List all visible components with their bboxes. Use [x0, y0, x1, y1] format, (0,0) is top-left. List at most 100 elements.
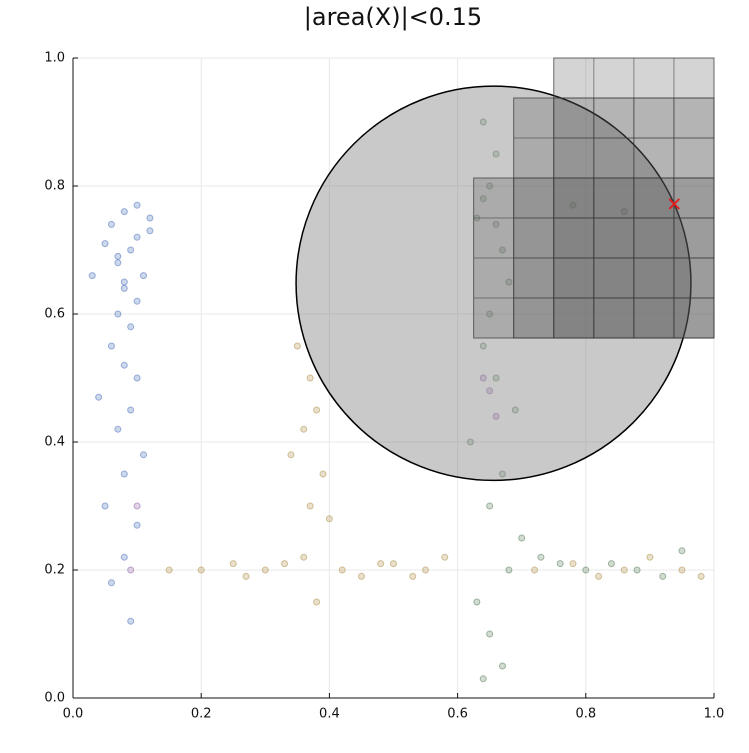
y-tick-label: 1.0 [44, 51, 65, 66]
scatter-point [569, 560, 577, 568]
scatter-point [300, 553, 308, 561]
scatter-point [620, 208, 628, 216]
scatter-point [306, 374, 314, 382]
scatter-point [107, 342, 115, 350]
scatter-point [633, 566, 641, 574]
scatter-point [607, 560, 615, 568]
scatter-point [595, 572, 603, 580]
scatter-point [127, 323, 135, 331]
scatter-point [107, 220, 115, 228]
scatter-point [95, 393, 103, 401]
scatter-point [325, 515, 333, 523]
scatter-point [133, 521, 141, 529]
scatter-point [473, 598, 481, 606]
scatter-point [133, 502, 141, 510]
scatter-point [620, 566, 628, 574]
scatter-point [498, 662, 506, 670]
scatter-point [479, 675, 487, 683]
y-tick-label: 0.0 [44, 691, 65, 706]
scatter-point [498, 470, 506, 478]
scatter-point [518, 534, 526, 542]
x-tick-label: 0.4 [319, 707, 340, 722]
scatter-point [678, 566, 686, 574]
scatter-point [486, 310, 494, 318]
scatter-point [120, 470, 128, 478]
scatter-point [409, 572, 417, 580]
scatter-point [127, 246, 135, 254]
scatter-point [492, 412, 500, 420]
scatter-point [114, 425, 122, 433]
y-tick-label: 0.6 [44, 307, 65, 322]
scatter-point [697, 572, 705, 580]
scatter-point [582, 566, 590, 574]
scatter-point [441, 553, 449, 561]
y-tick-label: 0.2 [44, 563, 65, 578]
scatter-point [261, 566, 269, 574]
scatter-point [293, 342, 301, 350]
scatter-point [486, 502, 494, 510]
scatter-point [133, 297, 141, 305]
scatter-point [242, 572, 250, 580]
scatter-point [492, 374, 500, 382]
scatter-point [313, 598, 321, 606]
marker [668, 198, 680, 210]
scatter-point [492, 150, 500, 158]
scatter-point [229, 560, 237, 568]
x-tick-label: 0.2 [191, 707, 212, 722]
scatter-point [120, 361, 128, 369]
scatter-point [287, 451, 295, 459]
scatter-point [422, 566, 430, 574]
scatter-point [466, 438, 474, 446]
scatter-point [133, 233, 141, 241]
x-tick-label: 0.6 [447, 707, 468, 722]
scatter-point [306, 502, 314, 510]
scatter-point [511, 406, 519, 414]
scatter-point [114, 252, 122, 260]
scatter-point [146, 214, 154, 222]
scatter-point [140, 451, 148, 459]
scatter-point [556, 560, 564, 568]
scatter-point [531, 566, 539, 574]
y-tick-label: 0.4 [44, 435, 65, 450]
x-tick-label: 0.8 [575, 707, 596, 722]
scatter-point [281, 560, 289, 568]
scatter-point [486, 182, 494, 190]
scatter-point [88, 272, 96, 280]
scatter-point [140, 272, 148, 280]
scatter-point [498, 246, 506, 254]
scatter-point [319, 470, 327, 478]
scatter-point [537, 553, 545, 561]
x-tick-label: 0.0 [63, 707, 84, 722]
scatter-point [120, 284, 128, 292]
scatter-point [479, 374, 487, 382]
scatter-point [338, 566, 346, 574]
scatter-point [101, 240, 109, 248]
scatter-point [479, 195, 487, 203]
scatter-point [486, 630, 494, 638]
scatter-point [505, 566, 513, 574]
scatter-point [120, 553, 128, 561]
scatter-point [678, 547, 686, 555]
x-tick-label: 1.0 [704, 707, 725, 722]
scatter-point [569, 201, 577, 209]
scatter-point [133, 201, 141, 209]
scatter-point [479, 118, 487, 126]
circle-region [295, 85, 692, 482]
scatter-point [101, 502, 109, 510]
scatter-point [646, 553, 654, 561]
scatter-point [127, 617, 135, 625]
scatter-point [357, 572, 365, 580]
scatter-point [505, 278, 513, 286]
scatter-point [120, 208, 128, 216]
scatter-point [120, 278, 128, 286]
scatter-point [127, 406, 135, 414]
scatter-point [300, 425, 308, 433]
scatter-point [114, 310, 122, 318]
scatter-point [479, 342, 487, 350]
scatter-point [390, 560, 397, 568]
y-tick-label: 0.8 [44, 179, 65, 194]
scatter-point [146, 227, 154, 235]
chart-title: |area(X)|<0.15 [304, 3, 482, 31]
scatter-point [313, 406, 321, 414]
